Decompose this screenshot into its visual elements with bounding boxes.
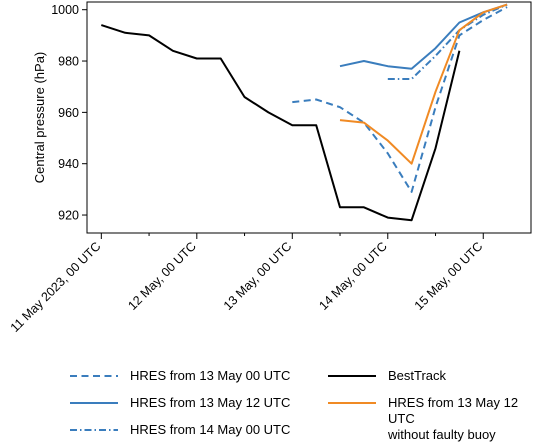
- legend-label: HRES from 13 May 12 UTC without faulty b…: [388, 395, 519, 442]
- legend-entry: HRES from 14 May 00 UTC: [70, 422, 290, 438]
- legend-swatch: [328, 375, 376, 377]
- series-line-1: [292, 6, 508, 193]
- legend-label: HRES from 13 May 00 UTC: [130, 368, 291, 383]
- legend-label: HRES from 13 May 12 UTC: [130, 395, 291, 410]
- legend-entry: BestTrack: [328, 368, 446, 384]
- legend-swatch: [70, 375, 118, 377]
- y-tick-label: 1000: [51, 3, 79, 17]
- tick-labels: 920 940 960 980 1000 11 May 2023, 00 UTC 12 Ma…: [8, 3, 486, 335]
- x-tick-label: 14 May, 00 UTC: [316, 239, 390, 313]
- legend-swatch: [328, 402, 376, 404]
- legend: HRES from 13 May 00 UTC HRES from 13 May …: [0, 360, 540, 443]
- plot-frame: [86, 1, 532, 234]
- legend-entry: HRES from 13 May 12 UTC without faulty b…: [328, 395, 540, 443]
- y-tick-label: 940: [58, 157, 79, 171]
- legend-label: BestTrack: [388, 368, 447, 383]
- series-line-0: [100, 24, 461, 222]
- x-tick-label: 12 May, 00 UTC: [125, 239, 199, 313]
- pressure-chart: 920 940 960 980 1000 11 May 2023, 00 UTC 12 Ma…: [8, 1, 532, 335]
- legend-entry: HRES from 13 May 00 UTC: [70, 368, 290, 384]
- series-line-4: [339, 3, 508, 165]
- legend-swatch: [70, 402, 118, 404]
- series-lines: [100, 3, 508, 222]
- legend-swatch: [70, 429, 118, 431]
- axis-ticks: [82, 9, 484, 239]
- legend-label: HRES from 14 May 00 UTC: [130, 422, 291, 437]
- y-tick-label: 980: [58, 55, 79, 69]
- x-tick-label: 13 May, 00 UTC: [221, 239, 295, 313]
- y-axis-title: Central pressure (hPa): [32, 52, 47, 184]
- legend-entry: HRES from 13 May 12 UTC: [70, 395, 290, 411]
- x-tick-label: 11 May 2023, 00 UTC: [8, 239, 104, 335]
- y-tick-label: 920: [58, 209, 79, 223]
- series-line-2: [339, 3, 508, 70]
- x-tick-label: 15 May, 00 UTC: [412, 239, 486, 313]
- y-tick-label: 960: [58, 106, 79, 120]
- series-line-3: [387, 3, 508, 80]
